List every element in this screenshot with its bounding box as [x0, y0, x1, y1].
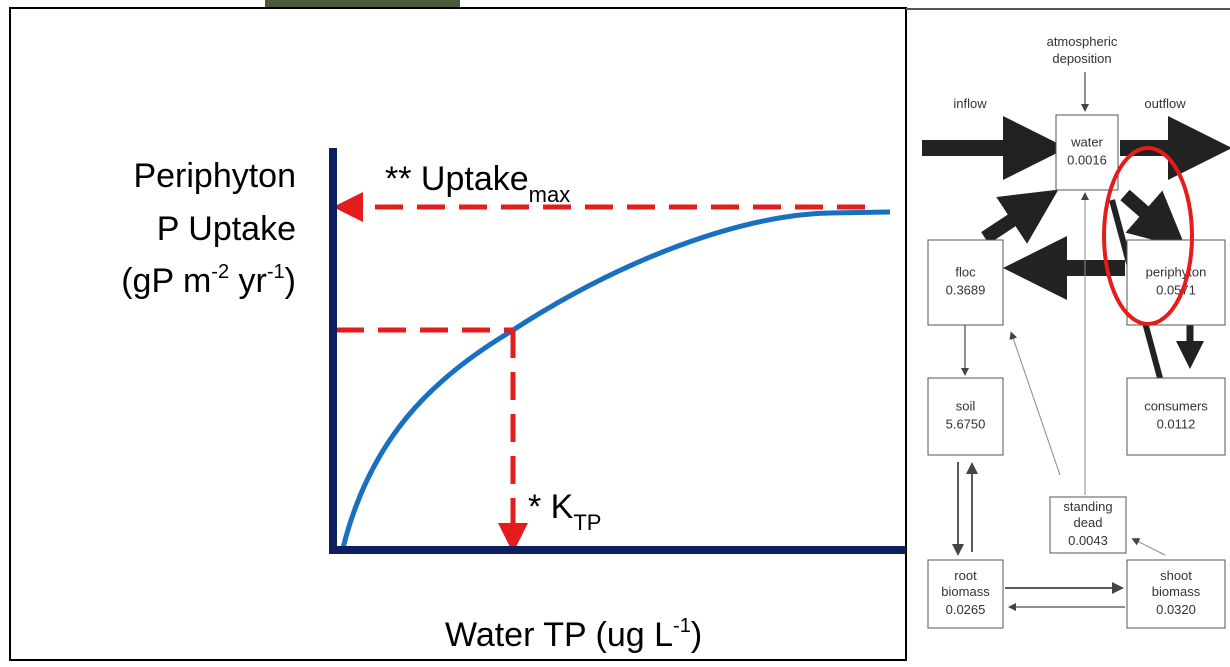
node-label: biomass — [1152, 584, 1201, 599]
text: ** Uptake — [385, 160, 529, 198]
y-label: Periphyton — [133, 157, 296, 195]
left-panel — [10, 8, 906, 660]
y-label: P Uptake — [157, 210, 296, 248]
node-value: 0.0320 — [1156, 602, 1196, 617]
node-value: 0.0265 — [946, 602, 986, 617]
node-label: shoot — [1160, 568, 1192, 583]
flow-diagram: atmospheric deposition inflow outflow wa… — [922, 34, 1225, 628]
node-label: biomass — [941, 584, 990, 599]
sub: TP — [573, 510, 601, 535]
node-label: water — [1070, 135, 1103, 150]
text: (gP m — [121, 262, 211, 300]
sub: max — [529, 182, 571, 207]
source-label: deposition — [1052, 51, 1111, 66]
curve — [343, 212, 890, 548]
text: Water TP (ug L — [445, 616, 673, 654]
node-value: 0.0571 — [1156, 283, 1196, 298]
text: * K — [528, 488, 574, 526]
y-units: (gP m-2 yr-1) — [121, 261, 296, 300]
node-value: 0.3689 — [946, 283, 986, 298]
node-value: 0.0043 — [1068, 533, 1108, 548]
arrow — [985, 205, 1035, 238]
node-value: 5.6750 — [946, 417, 986, 432]
node-value: 0.0112 — [1157, 417, 1196, 432]
sup: -1 — [267, 261, 285, 283]
node-label: root — [954, 568, 977, 583]
node-label: periphyton — [1146, 265, 1207, 280]
slide: Periphyton P Uptake (gP m-2 yr-1) ** Upt… — [0, 0, 1230, 662]
node-label: dead — [1074, 515, 1103, 530]
uptake-label: ** Uptakemax — [385, 160, 570, 207]
chart: Periphyton P Uptake (gP m-2 yr-1) ** Upt… — [121, 148, 906, 654]
node-label: floc — [955, 265, 976, 280]
ktp-label: * KTP — [528, 488, 601, 535]
node-value: 0.0016 — [1067, 153, 1107, 168]
sup: -1 — [673, 615, 691, 637]
source-label: atmospheric — [1047, 34, 1118, 49]
arrow — [1125, 195, 1165, 230]
x-label: Water TP (ug L-1) — [445, 615, 702, 654]
arrow — [1135, 540, 1165, 555]
node-label: standing — [1063, 499, 1112, 514]
arrow — [1012, 335, 1060, 475]
text: ) — [285, 262, 296, 300]
node-label: soil — [956, 399, 976, 414]
outflow-label: outflow — [1144, 96, 1186, 111]
text: ) — [691, 616, 702, 654]
sup: -2 — [211, 261, 229, 283]
inflow-label: inflow — [953, 96, 987, 111]
node-label: consumers — [1144, 399, 1208, 414]
text: yr — [229, 262, 267, 300]
